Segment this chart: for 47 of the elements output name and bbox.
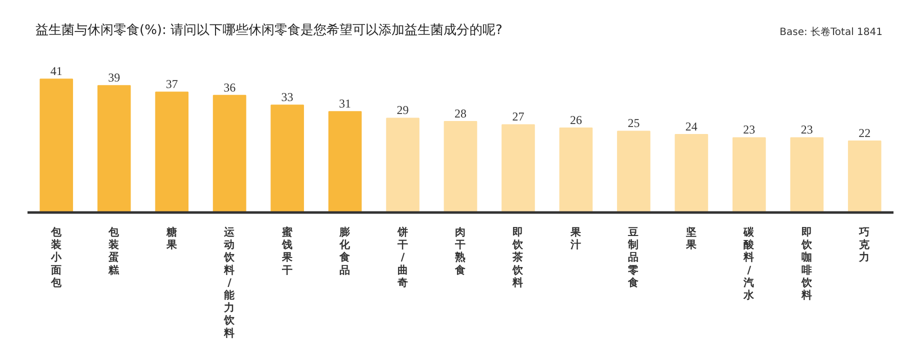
x-tick-label: 果汁 xyxy=(569,226,582,252)
text: Base: 长卷Total 1841 xyxy=(780,26,883,38)
bar xyxy=(559,127,593,212)
bar xyxy=(732,137,766,212)
x-tick-label: 糖果 xyxy=(165,226,178,252)
bar xyxy=(155,92,188,212)
x-tick-label: 巧克力 xyxy=(858,226,872,264)
x-tick-label: 包装蛋糕 xyxy=(108,226,121,276)
bar xyxy=(270,104,304,212)
bar xyxy=(444,120,478,212)
category-label: 运动饮料/能力饮料 xyxy=(224,226,236,340)
bar xyxy=(40,78,74,212)
x-tick-label: 豆制品零食 xyxy=(627,226,640,289)
data-label: 23 xyxy=(800,122,813,137)
data-label: 41 xyxy=(50,64,62,78)
x-tick-label: 即饮咖啡饮料 xyxy=(800,226,814,302)
data-label: 29 xyxy=(396,103,409,118)
data-label: 26 xyxy=(570,112,582,127)
data-label: 36 xyxy=(224,80,236,94)
x-tick-label: 即饮茶饮料 xyxy=(512,226,525,289)
bar xyxy=(97,85,131,212)
data-label: 28 xyxy=(454,106,466,120)
data-label: 22 xyxy=(858,126,871,140)
x-tick-label: 包装小面包 xyxy=(50,226,63,289)
bar xyxy=(386,118,420,212)
data-label: 25 xyxy=(628,116,640,130)
x-tick-label: 肉干熟食 xyxy=(454,226,466,276)
x-tick-label: 碳酸料/汽水 xyxy=(742,226,756,302)
x-tick-label: 坚果 xyxy=(684,226,698,252)
bar xyxy=(848,140,882,212)
bar xyxy=(212,94,246,212)
bar xyxy=(328,111,362,212)
chart-title: 益生菌与休闲零食(%): 请问以下哪些休闲零食是您希望可以添加益生菌成分的呢? xyxy=(36,23,502,38)
x-tick-label: 膨化食品 xyxy=(338,226,352,276)
bar xyxy=(502,124,535,212)
data-label: 24 xyxy=(685,119,698,134)
data-label: 39 xyxy=(108,70,120,85)
bar xyxy=(790,137,824,212)
bar xyxy=(617,130,650,212)
data-label: 33 xyxy=(281,90,294,104)
data-label: 23 xyxy=(743,122,756,137)
data-label: 31 xyxy=(339,96,352,111)
data-label: 37 xyxy=(166,77,178,92)
data-label: 27 xyxy=(512,110,524,124)
x-tick-label: 蜜饯果干 xyxy=(280,226,294,276)
bar xyxy=(674,134,708,212)
x-tick-label: 饼干/曲奇 xyxy=(396,226,408,289)
